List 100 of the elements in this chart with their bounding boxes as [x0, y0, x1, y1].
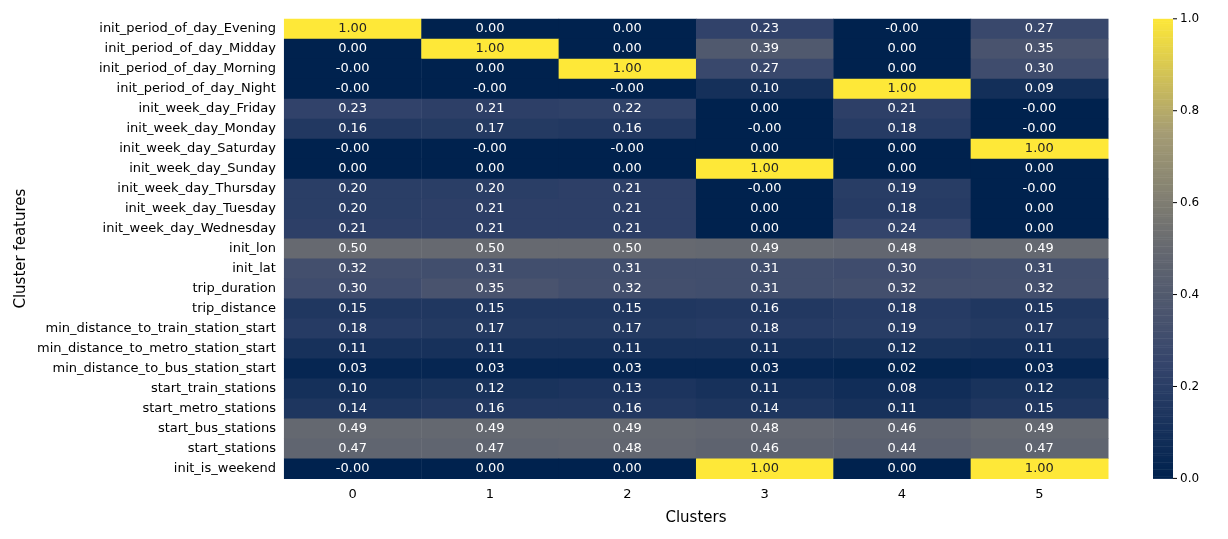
- data-label: 0.30: [338, 279, 368, 295]
- data-label: 0.49: [750, 239, 780, 255]
- data-label: 0.18: [887, 299, 917, 315]
- data-label: 0.46: [887, 419, 917, 435]
- color-bar-label: 0.6: [1180, 194, 1200, 209]
- data-label: 0.00: [475, 160, 505, 176]
- x-tick-label: 2: [623, 485, 632, 501]
- y-tick-label: init_period_of_day_Midday: [104, 40, 277, 56]
- data-label: 0.00: [887, 459, 917, 475]
- data-label: 0.11: [750, 379, 780, 395]
- data-label: -0.00: [1022, 120, 1057, 136]
- data-label: -0.00: [335, 140, 370, 156]
- data-label: 0.21: [887, 100, 917, 116]
- data-label: -0.00: [1022, 100, 1057, 116]
- y-tick-label: start_metro_stations: [142, 399, 277, 415]
- data-label: 0.00: [1024, 160, 1054, 176]
- data-label: 0.32: [338, 259, 368, 275]
- data-label: 0.11: [475, 339, 505, 355]
- data-label: 1.00: [475, 40, 505, 56]
- data-label: 0.11: [338, 339, 368, 355]
- y-tick-label: init_is_weekend: [173, 459, 276, 475]
- data-label: 0.49: [1024, 419, 1054, 435]
- data-label: -0.00: [747, 120, 782, 136]
- data-label: 0.11: [887, 399, 917, 415]
- data-label: 0.49: [338, 419, 368, 435]
- data-label: 0.03: [338, 359, 368, 375]
- x-tick-label: 5: [1035, 485, 1044, 501]
- data-label: 0.00: [612, 160, 642, 176]
- data-label: 0.02: [887, 359, 917, 375]
- data-label: 0.50: [338, 239, 368, 255]
- data-label: -0.00: [335, 80, 370, 96]
- x-axis-title: Clusters: [665, 507, 727, 526]
- data-label: 0.00: [338, 40, 368, 56]
- data-label: 0.03: [750, 359, 780, 375]
- data-label: 0.21: [612, 219, 642, 235]
- y-tick-label: init_period_of_day_Evening: [99, 20, 276, 36]
- data-label: 0.00: [475, 60, 505, 76]
- data-label: 0.15: [475, 299, 505, 315]
- data-label: 0.00: [612, 40, 642, 56]
- data-label: 0.00: [750, 200, 780, 216]
- data-label: 0.23: [338, 100, 368, 116]
- data-label: 0.12: [475, 379, 505, 395]
- data-label: 0.21: [338, 219, 368, 235]
- data-label: 0.35: [1024, 40, 1054, 56]
- color-bar-label: 0.0: [1180, 470, 1200, 485]
- data-label: 0.16: [475, 399, 505, 415]
- y-axis-title: Cluster features: [10, 188, 29, 309]
- data-label: 0.47: [338, 439, 368, 455]
- data-label: 0.31: [475, 259, 505, 275]
- x-tick-label: 1: [485, 485, 495, 501]
- data-label: 0.20: [338, 200, 368, 216]
- data-label: 0.11: [1024, 339, 1054, 355]
- y-tick-label: init_period_of_day_Night: [116, 80, 276, 96]
- data-label: 0.46: [750, 439, 780, 455]
- data-label: 0.11: [612, 339, 642, 355]
- data-label: 0.00: [887, 160, 917, 176]
- y-tick-label: init_week_day_Saturday: [119, 140, 277, 156]
- data-label: 0.30: [1024, 60, 1054, 76]
- data-label: 0.48: [750, 419, 780, 435]
- data-label: 0.20: [475, 180, 505, 196]
- data-label: -0.00: [473, 140, 507, 156]
- data-label: 0.14: [338, 399, 368, 415]
- data-label: 0.12: [887, 339, 917, 355]
- data-label: 0.00: [750, 100, 780, 116]
- y-tick-label: init_week_day_Wednesday: [102, 219, 277, 235]
- color-bar-label: 0.4: [1180, 286, 1200, 301]
- data-label: 0.17: [612, 319, 642, 335]
- data-label: 0.03: [1024, 359, 1054, 375]
- data-label: 0.21: [612, 180, 642, 196]
- data-label: 0.50: [612, 239, 642, 255]
- data-label: 0.16: [750, 299, 780, 315]
- data-label: 0.18: [750, 319, 780, 335]
- data-label: -0.00: [473, 80, 507, 96]
- y-tick-label: trip_duration: [192, 279, 276, 295]
- data-label: 0.00: [475, 459, 505, 475]
- y-tick-label: start_train_stations: [150, 379, 277, 395]
- data-label: 0.17: [475, 120, 505, 136]
- data-label: 0.17: [1024, 319, 1054, 335]
- color-bar-label: 1.0: [1180, 10, 1200, 25]
- data-label: 0.32: [612, 279, 642, 295]
- data-label: 1.00: [612, 60, 642, 76]
- data-label: 0.00: [750, 219, 780, 235]
- data-label: 0.32: [887, 279, 917, 295]
- data-label: -0.00: [610, 140, 645, 156]
- data-label: 0.15: [338, 299, 368, 315]
- y-tick-label: init_week_day_Monday: [126, 120, 277, 136]
- x-tick-label: 3: [760, 485, 769, 501]
- data-label: 1.00: [750, 459, 780, 475]
- data-label: 0.20: [338, 180, 368, 196]
- data-label: 0.00: [887, 40, 917, 56]
- data-label: 0.49: [612, 419, 642, 435]
- data-label: 0.16: [338, 120, 368, 136]
- data-label: 0.21: [612, 200, 642, 216]
- data-label: 0.48: [887, 239, 917, 255]
- y-tick-label: init_period_of_day_Morning: [98, 60, 276, 76]
- data-label: 0.31: [750, 279, 780, 295]
- data-label: 0.03: [475, 359, 505, 375]
- data-label: 0.17: [475, 319, 505, 335]
- data-label: 0.10: [338, 379, 368, 395]
- data-label: 0.31: [1024, 259, 1054, 275]
